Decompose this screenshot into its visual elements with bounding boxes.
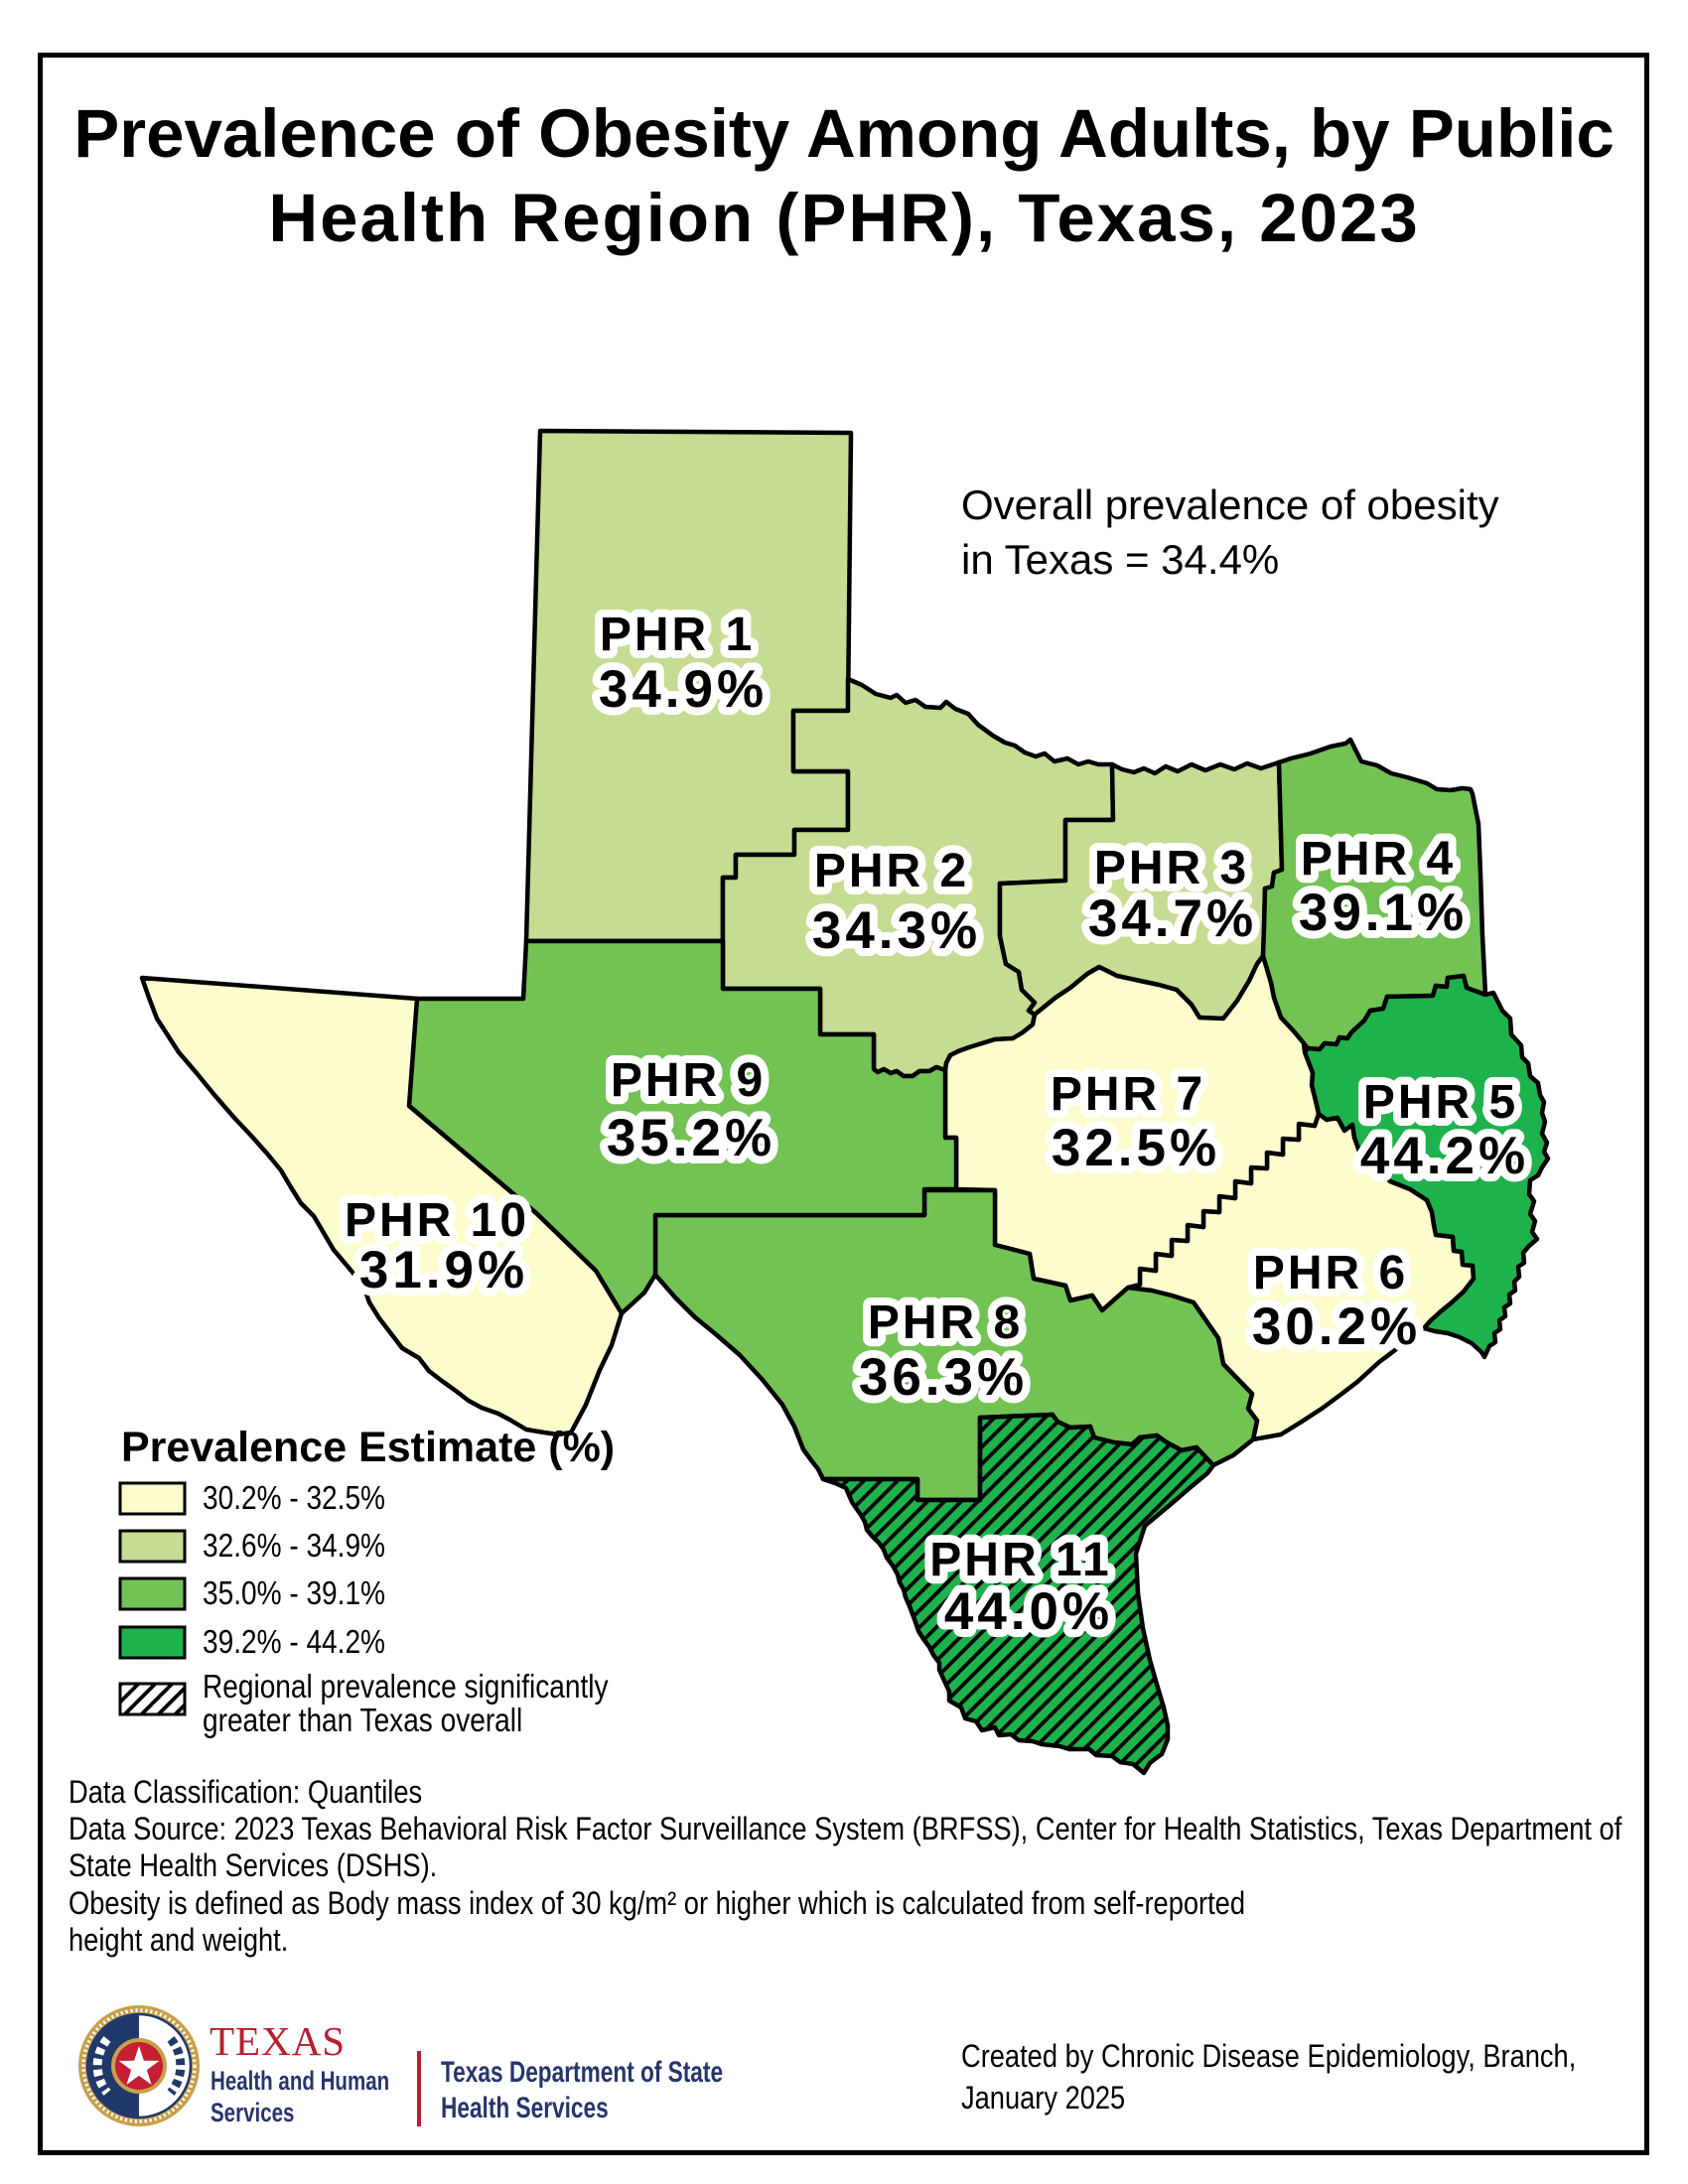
svg-text:PHR 1: PHR 1 (600, 609, 755, 661)
svg-text:PHR 3: PHR 3 (1094, 842, 1249, 894)
svg-text:PHR 6: PHR 6 (1253, 1247, 1408, 1299)
svg-text:PHR 5: PHR 5 (1363, 1076, 1518, 1129)
svg-text:39.1%: 39.1% (1299, 884, 1468, 942)
svg-text:31.9%: 31.9% (359, 1241, 528, 1299)
svg-text:36.3%: 36.3% (859, 1348, 1028, 1407)
svg-text:PHR 10: PHR 10 (345, 1194, 529, 1247)
svg-text:PHR 2: PHR 2 (814, 845, 969, 897)
svg-text:34.7%: 34.7% (1088, 889, 1257, 948)
svg-text:32.5%: 32.5% (1052, 1119, 1220, 1177)
svg-text:35.2%: 35.2% (607, 1109, 775, 1167)
svg-text:PHR 9: PHR 9 (611, 1054, 766, 1107)
svg-text:34.3%: 34.3% (812, 901, 981, 960)
svg-text:PHR 4: PHR 4 (1301, 833, 1456, 886)
svg-text:30.2%: 30.2% (1252, 1297, 1421, 1356)
svg-text:PHR 7: PHR 7 (1051, 1068, 1205, 1121)
svg-text:44.0%: 44.0% (944, 1582, 1113, 1641)
svg-text:PHR 8: PHR 8 (868, 1297, 1023, 1349)
svg-text:PHR 11: PHR 11 (929, 1534, 1111, 1586)
svg-text:34.9%: 34.9% (599, 660, 768, 719)
svg-text:44.2%: 44.2% (1360, 1127, 1529, 1185)
